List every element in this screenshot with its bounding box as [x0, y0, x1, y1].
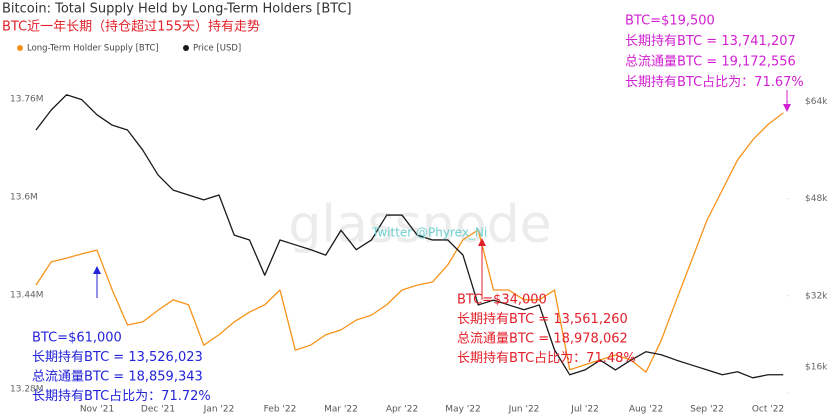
plot-area — [34, 94, 790, 394]
x-tick-label: Jun '22 — [508, 405, 540, 415]
x-tick-label: Dec '21 — [141, 405, 175, 415]
x-tick-label: Nov '21 — [80, 405, 114, 415]
legend-swatch — [183, 45, 189, 51]
y2-tick-label: $16k — [805, 363, 828, 373]
credit: Twitter @Phyrex_Ni — [371, 226, 487, 240]
y2-tick-label: $64k — [805, 97, 828, 107]
legend-swatch — [17, 45, 23, 51]
x-tick-label: Jul '22 — [570, 405, 599, 415]
x-tick-label: Apr '22 — [386, 405, 418, 415]
chart-subtitle: BTC近一年长期（持仓超过155天）持有走势 — [2, 19, 260, 35]
x-tick-label: Sep '22 — [690, 405, 724, 415]
x-tick-label: Jan '22 — [203, 405, 235, 415]
y-tick-label: 13.44M — [10, 290, 44, 300]
y-tick-label: 13.28M — [10, 385, 44, 395]
x-tick-label: Feb '22 — [264, 405, 297, 415]
arrowhead — [93, 266, 101, 274]
x-tick-label: Oct '22 — [752, 405, 784, 415]
annotation-text: 长期持有BTC = 13,741,207 — [625, 34, 796, 49]
annotation-text: 总流通量BTC = 19,172,556 — [625, 55, 796, 70]
legend-label: Long-Term Holder Supply [BTC] — [27, 44, 159, 54]
y2-tick-label: $32k — [805, 291, 828, 301]
annotation-text: BTC=$61,000 — [32, 331, 122, 346]
y2-tick-label: $48k — [805, 194, 828, 204]
arrowhead — [478, 238, 486, 246]
arrowhead — [783, 104, 791, 112]
x-tick-label: May '22 — [445, 405, 480, 415]
y-tick-label: 13.6M — [10, 192, 38, 202]
chart-title: Bitcoin: Total Supply Held by Long-Term … — [2, 2, 352, 17]
annotation-text: 长期持有BTC占比为：71.72% — [32, 389, 211, 404]
annotation-text: 总流通量BTC = 18,978,062 — [457, 332, 628, 347]
y-tick-label: 13.76M — [10, 94, 44, 104]
annotation-text: BTC=$34,000 — [457, 293, 547, 308]
x-tick-label: Aug '22 — [629, 405, 663, 415]
annotation-text: 长期持有BTC占比为：71.67% — [625, 75, 804, 90]
line — [35, 94, 784, 379]
legend-label: Price [USD] — [193, 44, 241, 54]
annotation-text: 总流通量BTC = 18,859,343 — [32, 370, 203, 385]
annotation-text: 长期持有BTC占比为：71.48% — [457, 351, 636, 366]
line — [35, 112, 784, 373]
x-tick-label: Mar '22 — [324, 405, 358, 415]
annotation-text: 长期持有BTC = 13,561,260 — [457, 312, 628, 327]
annotation-text: 长期持有BTC = 13,526,023 — [32, 350, 203, 365]
annotation-text: BTC=$19,500 — [625, 14, 715, 29]
